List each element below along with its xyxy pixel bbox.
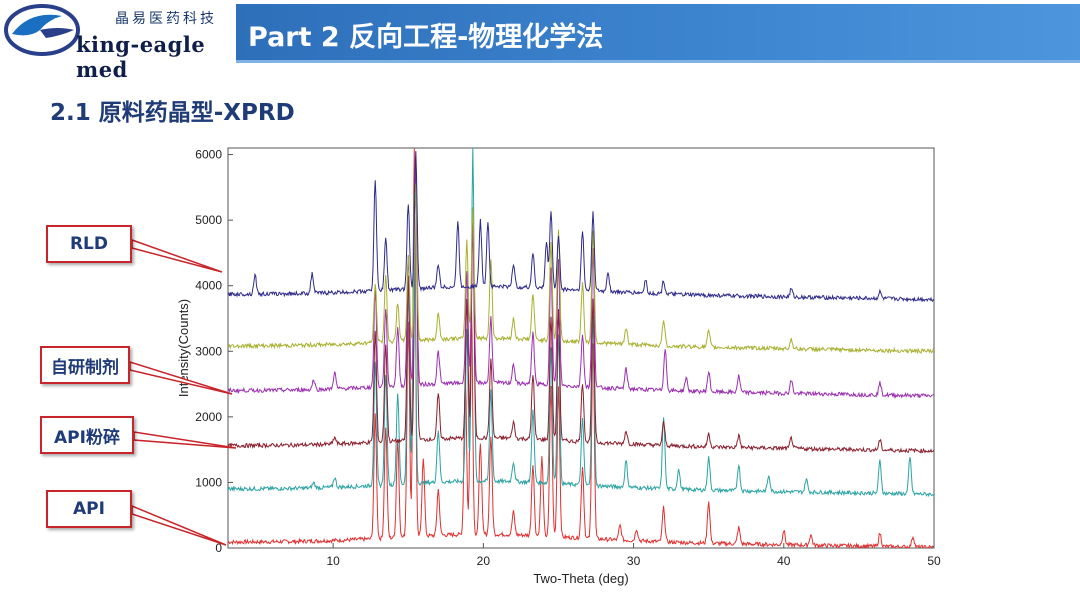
y-tick-label-1: 1000 — [195, 475, 222, 489]
series-line-0 — [228, 148, 934, 548]
x-axis-label: Two-Theta (deg) — [533, 571, 628, 586]
series-line-4 — [228, 183, 934, 355]
y-tick-label-2: 2000 — [195, 410, 222, 424]
logo-english-name: king-eagle med — [76, 32, 206, 82]
y-tick-label-0: 0 — [215, 541, 222, 555]
y-axis-label: Intensity(Counts) — [176, 299, 191, 397]
x-tick-label-3: 40 — [777, 554, 791, 568]
series-line-3 — [228, 161, 934, 399]
x-tick-label-4: 50 — [927, 554, 941, 568]
series-line-1 — [228, 147, 934, 498]
x-tick-label-0: 10 — [326, 554, 340, 568]
callout-rld: RLD — [46, 225, 132, 263]
callout-pointer-1 — [129, 360, 233, 395]
callout-pointer-0 — [131, 238, 223, 273]
callout-pointer-3 — [131, 504, 227, 546]
logo-chinese-name: 晶易医药科技 — [115, 11, 217, 27]
section-title: 2.1 原料药晶型-XPRD — [50, 100, 295, 126]
company-logo: 晶易医药科技 king-eagle med — [0, 0, 240, 82]
callout-in-house-formulation: 自研制剂 — [40, 346, 130, 384]
page-title: Part 2 反向工程-物理化学法 — [248, 22, 604, 53]
callout-api: API — [46, 490, 132, 528]
eagle-logo-icon — [4, 4, 80, 56]
x-tick-label-2: 30 — [627, 554, 641, 568]
header-bar: Part 2 反向工程-物理化学法 — [236, 4, 1080, 63]
series-line-2 — [228, 170, 934, 454]
y-tick-label-6: 6000 — [195, 148, 222, 162]
x-tick-label-1: 20 — [477, 554, 491, 568]
series-line-5 — [228, 151, 934, 303]
y-tick-label-5: 5000 — [195, 213, 222, 227]
callout-pointer-2 — [133, 431, 237, 449]
callout-api-milled: API粉碎 — [40, 416, 134, 454]
y-tick-label-3: 3000 — [195, 344, 222, 358]
y-tick-label-4: 4000 — [195, 279, 222, 293]
